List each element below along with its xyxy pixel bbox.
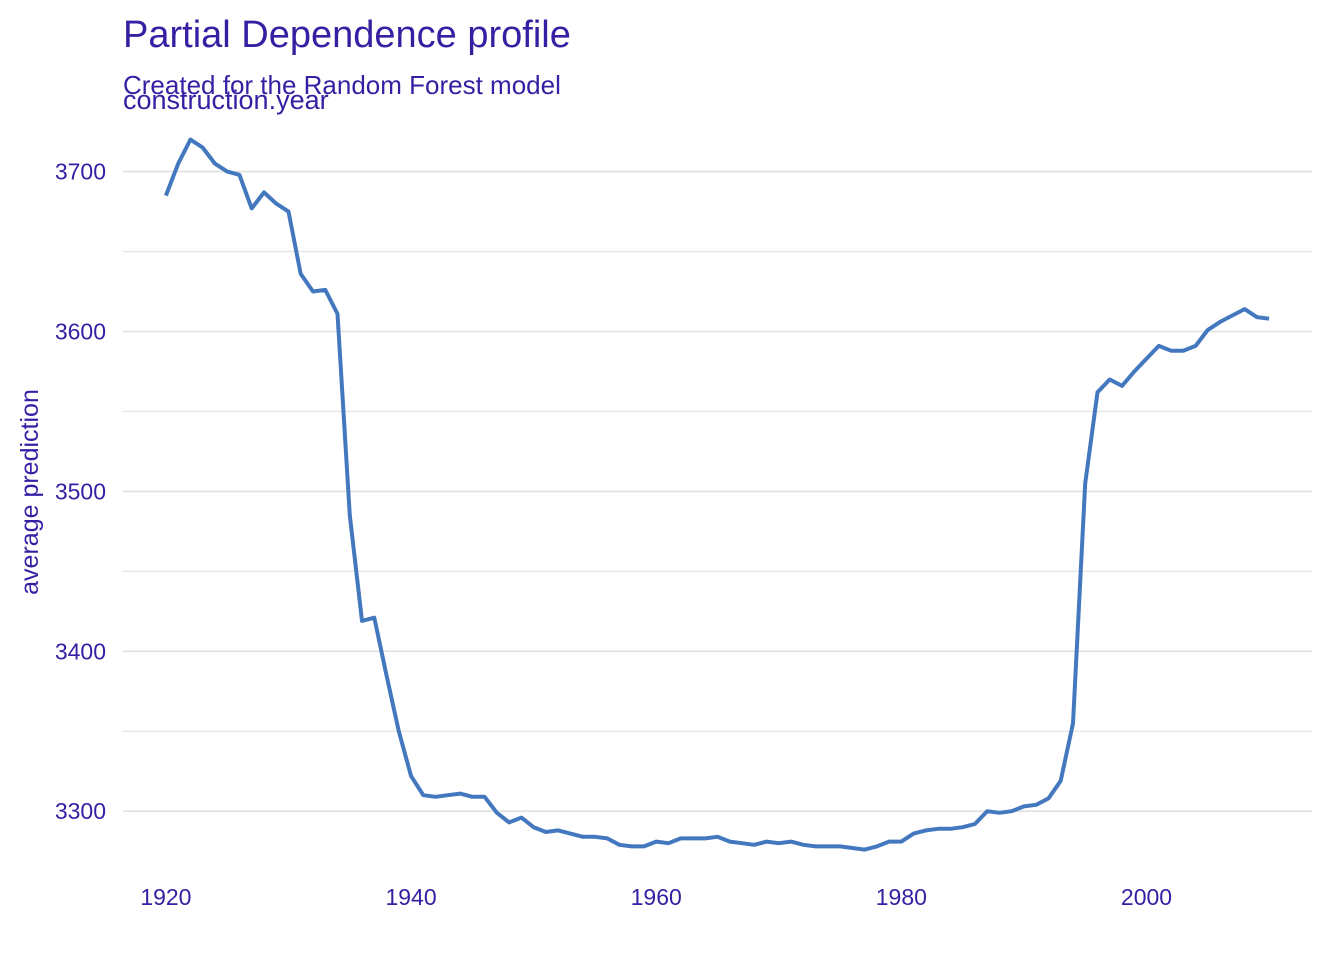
y-axis-label: average prediction — [16, 389, 44, 595]
x-tick-label: 1960 — [631, 884, 682, 910]
x-axis-ticks: 1920 1940 1960 1980 2000 — [140, 884, 1172, 910]
facet-label: construction.year — [123, 85, 329, 115]
y-tick-label: 3400 — [55, 638, 106, 664]
chart-subtitle: Created for the Random Forest model — [123, 70, 561, 100]
grid-lines — [123, 170, 1312, 813]
y-axis-ticks: 3300 3400 3500 3600 3700 — [55, 159, 106, 825]
x-tick-label: 1920 — [140, 884, 191, 910]
series-layer — [164, 137, 1270, 852]
y-tick-label: 3700 — [55, 159, 106, 185]
series-line-1 — [164, 137, 1270, 852]
chart-title: Partial Dependence profile — [123, 14, 571, 56]
y-tick-label: 3600 — [55, 318, 106, 344]
y-tick-label: 3300 — [55, 798, 106, 824]
x-tick-label: 1980 — [876, 884, 927, 910]
y-tick-label: 3500 — [55, 478, 106, 504]
x-tick-label: 2000 — [1121, 884, 1172, 910]
x-tick-label: 1940 — [385, 884, 436, 910]
